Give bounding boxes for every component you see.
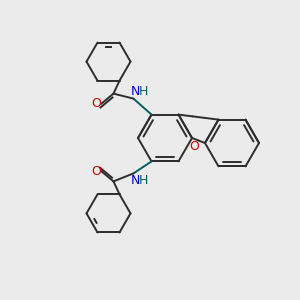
Text: O: O [92, 165, 101, 178]
Text: N: N [131, 85, 140, 98]
Text: H: H [139, 85, 148, 98]
Text: O: O [92, 97, 101, 110]
Text: O: O [190, 140, 200, 153]
Text: H: H [139, 174, 148, 187]
Text: N: N [131, 174, 140, 187]
